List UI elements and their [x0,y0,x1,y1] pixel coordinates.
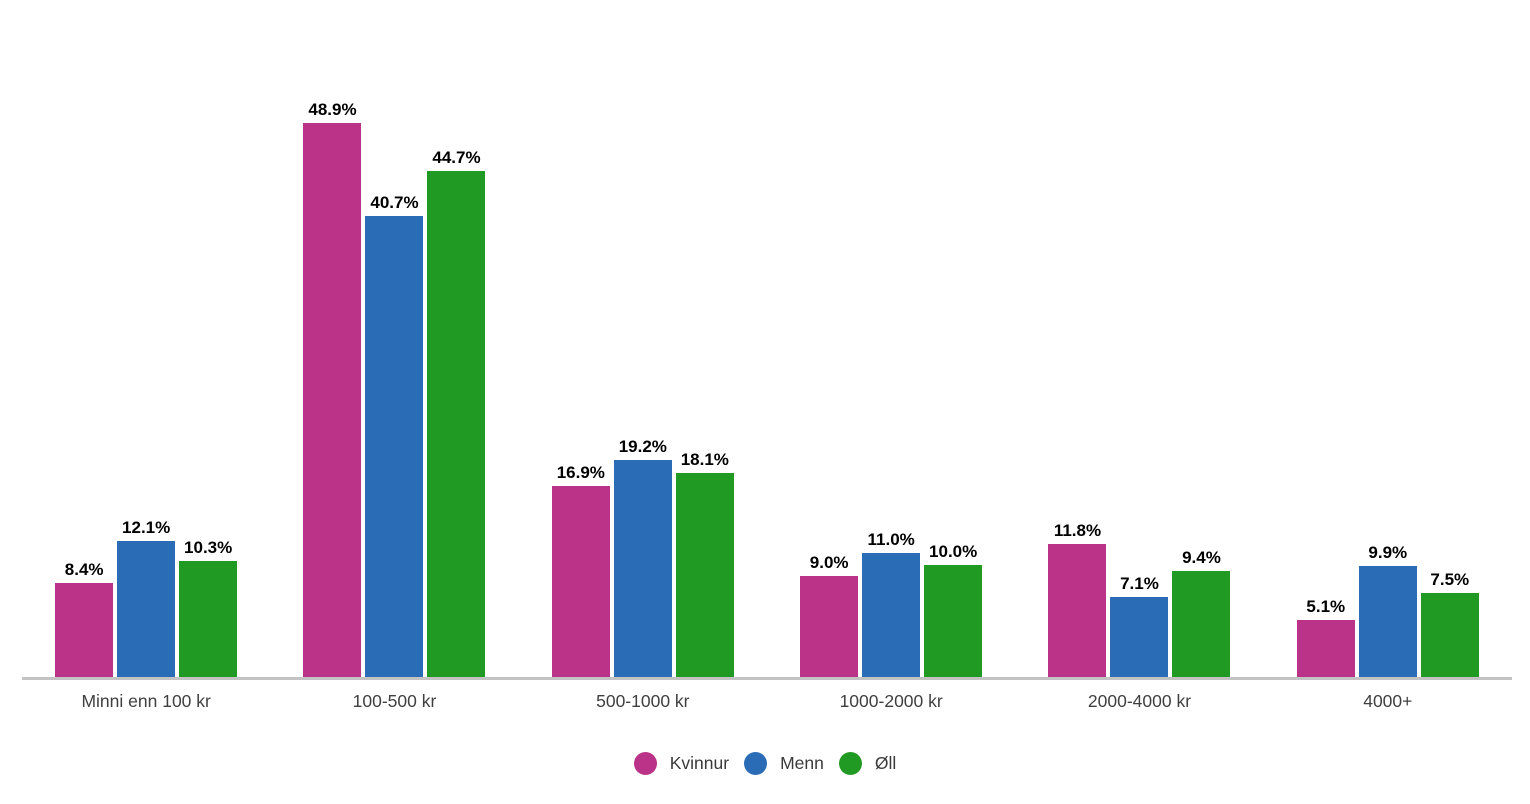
bar-value-label: 12.1% [122,518,171,537]
bar-øll[interactable] [924,565,983,678]
bar-column: 12.1% [117,518,176,678]
bar-kvinnur[interactable] [55,583,114,678]
bar-column: 44.7% [427,148,486,678]
bar-groups: 8.4% 12.1% 10.3% 48.9% 40.7% 44.7% 16.9% 19.2% 1… [22,0,1512,678]
x-axis-category-label: 500-1000 kr [596,691,690,711]
bar-column: 7.1% [1110,574,1169,678]
bar-øll[interactable] [427,171,486,678]
bar-value-label: 16.9% [556,463,605,482]
bar-value-label: 44.7% [432,148,481,167]
bar-column: 5.1% [1296,597,1355,678]
bar-group: 9.0% 11.0% 10.0% [767,0,1015,678]
bar-value-label: 9.0% [809,553,849,572]
bar-column: 11.8% [1048,521,1107,678]
bar-value-label: 11.8% [1053,521,1102,540]
bar-value-label: 48.9% [308,100,357,119]
bar-kvinnur[interactable] [800,576,859,678]
bar-øll[interactable] [675,473,734,678]
x-axis-line [22,677,1512,680]
x-axis-labels: Minni enn 100 kr 100-500 kr 500-1000 kr 100… [22,690,1512,712]
x-axis-category-label: Minni enn 100 kr [81,691,211,711]
bar-column: 40.7% [365,193,424,678]
bar-menn[interactable] [365,216,424,678]
plot-area: 8.4% 12.1% 10.3% 48.9% 40.7% 44.7% 16.9% 19.2% 1… [22,0,1512,680]
bar-column: 18.1% [675,450,734,678]
legend-color-dot-icon [838,752,862,775]
bar-value-label: 10.0% [929,542,978,561]
bar-value-label: 40.7% [370,193,419,212]
legend-color-dot-icon [633,752,657,775]
bar-group: 8.4% 12.1% 10.3% [22,0,270,678]
bar-column: 9.9% [1358,543,1417,678]
bar-column: 10.3% [179,538,238,678]
x-axis-category-label: 100-500 kr [352,691,437,711]
bar-menn[interactable] [862,553,921,678]
bar-kvinnur[interactable] [1296,620,1355,678]
bar-group: 5.1% 9.9% 7.5% [1264,0,1512,678]
bar-column: 9.0% [800,553,859,678]
bar-value-label: 5.1% [1306,597,1346,616]
bar-øll[interactable] [1420,593,1479,678]
bar-value-label: 7.5% [1430,570,1470,589]
bar-column: 10.0% [924,542,983,678]
bar-øll[interactable] [179,561,238,678]
bar-value-label: 8.4% [64,560,104,579]
bar-kvinnur[interactable] [1048,544,1107,678]
bar-value-label: 9.4% [1182,548,1221,567]
bar-øll[interactable] [1172,571,1231,678]
bar-kvinnur[interactable] [551,486,610,678]
bar-column: 19.2% [613,437,672,678]
bar-kvinnur[interactable] [303,123,362,678]
bar-group: 16.9% 19.2% 18.1% [519,0,767,678]
bar-menn[interactable] [1358,566,1417,678]
legend-color-dot-icon [744,752,768,775]
legend: Kvinnur Menn Øll [0,752,1530,775]
bar-group: 11.8% 7.1% 9.4% [1015,0,1263,678]
legend-item-label: Kvinnur [669,753,730,773]
x-axis-category-label: 2000-4000 kr [1087,691,1192,711]
bar-column: 11.0% [862,530,921,678]
x-axis-category-label: 1000-2000 kr [839,691,943,711]
bar-column: 16.9% [551,463,610,678]
bar-value-label: 11.0% [867,530,915,549]
bar-value-label: 9.9% [1368,543,1408,562]
bar-column: 8.4% [55,560,114,678]
bar-value-label: 19.2% [618,437,667,456]
x-axis-category-label: 4000+ [1363,691,1413,711]
legend-item-menn[interactable]: Menn [744,752,824,775]
legend-item-label: Menn [780,753,824,773]
bar-column: 48.9% [303,100,362,678]
bar-value-label: 18.1% [680,450,729,469]
bar-column: 9.4% [1172,548,1231,678]
bar-menn[interactable] [1110,597,1169,678]
legend-item-label: Øll [874,753,897,773]
bar-column: 7.5% [1420,570,1479,678]
legend-item-øll[interactable]: Øll [838,752,897,775]
bar-menn[interactable] [613,460,672,678]
legend-item-kvinnur[interactable]: Kvinnur [633,752,730,775]
bar-group: 48.9% 40.7% 44.7% [270,0,518,678]
bar-value-label: 10.3% [184,538,233,557]
bar-value-label: 7.1% [1120,574,1159,593]
bar-menn[interactable] [117,541,176,678]
